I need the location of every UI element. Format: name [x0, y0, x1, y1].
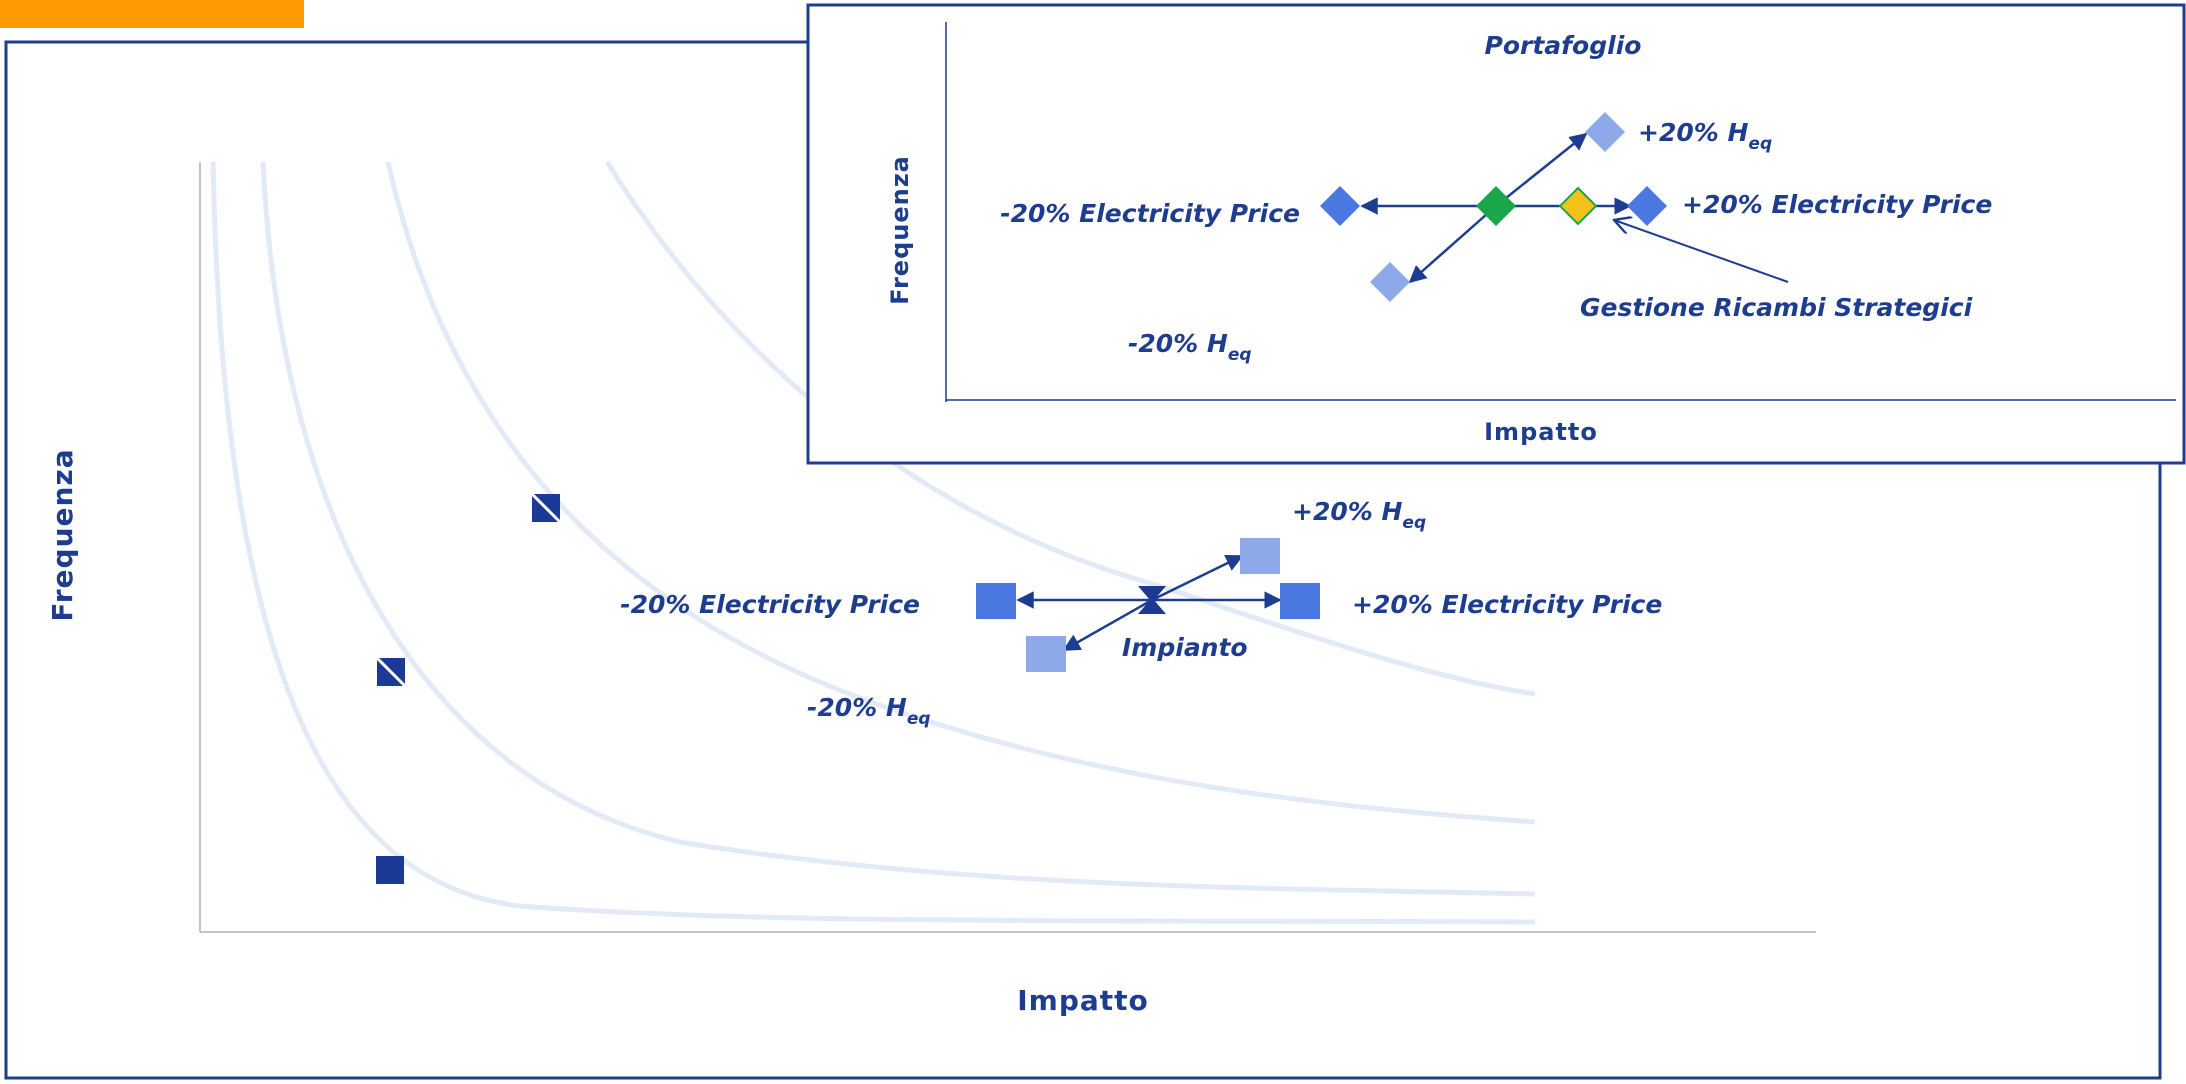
inset-marker-plus-heq	[1585, 112, 1625, 152]
marker-high	[530, 492, 562, 524]
main-y-axis-label: Frequenza	[46, 448, 79, 621]
marker-plus-heq	[1240, 538, 1280, 574]
iso-risk-curve-2	[260, 161, 1536, 897]
inset-panel: Portafoglio +20% Heq -20% Electricity Pr…	[806, 3, 2186, 465]
inset-label-minus-heq: -20% Heq	[1128, 329, 1252, 365]
inset-marker-minus-price	[1320, 186, 1360, 226]
marker-minus-heq	[1026, 636, 1066, 672]
inset-marker-portafoglio	[1476, 186, 1516, 226]
inset-marker-gestione	[1558, 186, 1598, 226]
arrow-minus-heq	[1062, 598, 1153, 652]
label-minus-heq: -20% Heq	[807, 693, 931, 729]
inset-x-axis-label: Impatto	[1484, 418, 1598, 446]
inset-label-plus-heq: +20% Heq	[1638, 118, 1772, 154]
inset-pointer-gestione	[1614, 220, 1789, 283]
iso-risk-curve-1	[210, 161, 1536, 925]
impianto-cluster	[976, 538, 1320, 672]
iso-risk-curve-4	[604, 160, 1536, 697]
marker-minus-price	[976, 583, 1016, 619]
main-x-axis-label: Impatto	[1017, 984, 1149, 1017]
inset-y-axis-label: Frequenza	[886, 155, 914, 305]
inset-title: Portafoglio	[1485, 31, 1642, 60]
orange-accent-bar	[0, 0, 304, 28]
label-minus-price: -20% Electricity Price	[620, 590, 920, 619]
iso-risk-curve-3	[385, 161, 1536, 825]
inset-label-plus-price: +20% Electricity Price	[1682, 190, 1992, 219]
marker-plus-price	[1280, 583, 1320, 619]
label-impianto: Impianto	[1122, 633, 1248, 662]
inset-frame	[806, 3, 2186, 465]
marker-mid	[375, 656, 407, 688]
inset-marker-plus-price	[1627, 186, 1667, 226]
label-plus-price: +20% Electricity Price	[1352, 590, 1662, 619]
inset-arrow-plus-heq	[1495, 132, 1588, 207]
arrow-plus-heq	[1151, 554, 1244, 602]
inset-arrow-minus-heq	[1408, 205, 1497, 284]
marker-low	[376, 856, 404, 884]
inset-label-gestione: Gestione Ricambi Strategici	[1580, 293, 1973, 322]
marker-impianto	[1138, 586, 1166, 614]
label-plus-heq: +20% Heq	[1292, 497, 1426, 533]
inset-marker-minus-heq	[1370, 262, 1410, 302]
inset-label-minus-price: -20% Electricity Price	[1000, 199, 1300, 228]
